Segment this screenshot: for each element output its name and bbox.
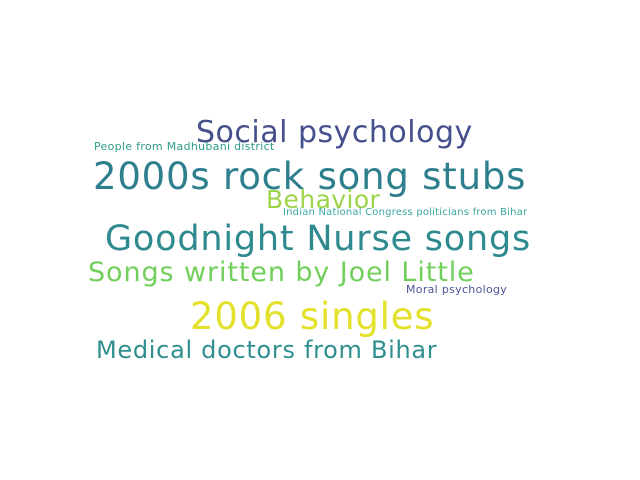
word-songs-written-by-joel-little: Songs written by Joel Little: [88, 257, 475, 288]
word-2006-singles: 2006 singles: [190, 295, 435, 338]
word-indian-national-congress-politicians: Indian National Congress politicians fro…: [283, 207, 528, 218]
word-goodnight-nurse-songs: Goodnight Nurse songs: [105, 219, 532, 259]
word-people-from-madhubani-district: People from Madhubani district: [94, 140, 275, 153]
word-social-psychology: Social psychology: [196, 115, 473, 150]
word-2000s-rock-song-stubs: 2000s rock song stubs: [93, 155, 527, 198]
word-medical-doctors-from-bihar: Medical doctors from Bihar: [96, 336, 438, 364]
word-moral-psychology: Moral psychology: [406, 283, 508, 296]
word-behavior: Behavior: [266, 185, 381, 214]
